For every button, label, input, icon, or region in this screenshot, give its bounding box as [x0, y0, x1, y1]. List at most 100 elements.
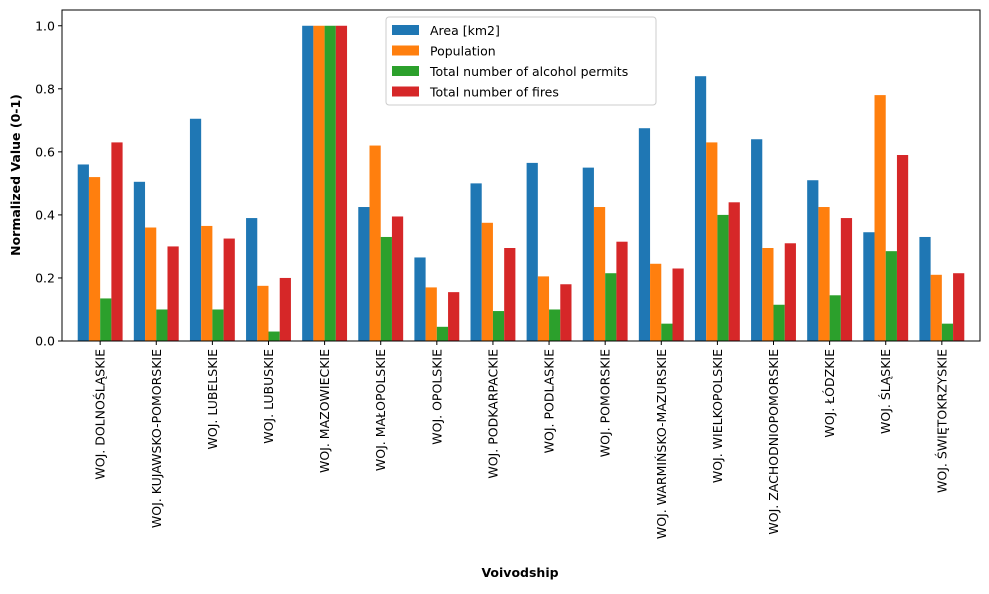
- bar: [616, 241, 628, 341]
- bar: [930, 274, 942, 341]
- bar: [111, 142, 123, 341]
- bars-layer: [77, 25, 965, 341]
- bar: [481, 222, 493, 341]
- x-tick-label: WOJ. WIELKOPOLSKIE: [710, 349, 725, 483]
- bar: [436, 326, 449, 341]
- x-tick-label: WOJ. MAŁOPOLSKIE: [373, 349, 388, 471]
- y-tick-label: 0.8: [35, 81, 55, 96]
- bar: [279, 277, 291, 341]
- bar: [807, 180, 819, 341]
- bar: [650, 263, 662, 341]
- legend-label: Total number of alcohol permits: [429, 64, 628, 79]
- bar: [773, 304, 785, 341]
- bar: [324, 25, 336, 341]
- bar: [661, 323, 673, 341]
- bar: [189, 118, 202, 341]
- bar: [302, 25, 314, 341]
- bar: [88, 177, 101, 341]
- legend: Area [km2] Population Total number of alco…: [385, 16, 657, 106]
- x-tick-label: WOJ. KUJAWSKO-POMORSKIE: [149, 349, 164, 528]
- bar: [593, 207, 606, 341]
- series-2-bars: [88, 25, 942, 341]
- legend-label: Total number of fires: [429, 85, 559, 100]
- legend-swatch: [392, 45, 419, 56]
- legend-frame: [385, 16, 657, 106]
- bar: [537, 276, 550, 341]
- series-1-bars: [77, 25, 931, 341]
- bar: [874, 95, 886, 341]
- y-tick-label: 1.0: [35, 18, 55, 33]
- bar: [380, 236, 392, 341]
- bar: [953, 273, 965, 341]
- axes-layer: 0.0 0.2 0.4 0.6 0.8 1.0 WOJ. DOLNOŚLĄSKIE WOJ. …: [35, 9, 981, 539]
- bar: [751, 139, 763, 341]
- bar: [504, 248, 516, 341]
- bar: [335, 25, 348, 341]
- bar: [492, 311, 505, 341]
- y-axis-title: Normalized Value (0-1): [8, 94, 23, 256]
- series-3-bars: [100, 25, 954, 341]
- y-tick-label: 0.6: [35, 144, 55, 159]
- bar: [672, 268, 684, 341]
- bar: [829, 295, 841, 341]
- bar: [77, 164, 89, 341]
- bar: [257, 285, 269, 341]
- legend-swatch: [392, 86, 419, 97]
- bar: [167, 246, 179, 341]
- bar: [448, 292, 460, 341]
- legend-label: Population: [430, 44, 496, 59]
- bar: [549, 309, 561, 341]
- bar: [784, 243, 796, 341]
- x-tick-label: WOJ. ZACHODNIOPOMORSKIE: [766, 349, 781, 535]
- bar: [582, 167, 594, 341]
- bar: [145, 227, 157, 341]
- x-tick-label: WOJ. ŚWIĘTOKRZYSKIE: [934, 349, 949, 493]
- legend-label: Area [km2]: [430, 23, 500, 38]
- bar: [896, 155, 909, 341]
- x-tick-label: WOJ. ŚLĄSKIE: [878, 349, 893, 434]
- bar: [156, 309, 168, 341]
- y-tick-label: 0.2: [35, 270, 55, 285]
- bar: [425, 287, 437, 341]
- bar: [717, 214, 729, 341]
- bar: [470, 183, 482, 341]
- x-tick-label: WOJ. LUBUSKIE: [261, 349, 276, 444]
- x-tick-label: WOJ. OPOLSKIE: [429, 349, 444, 445]
- bar: [818, 207, 830, 341]
- legend-swatch: [392, 66, 419, 76]
- bar: [706, 142, 718, 341]
- y-tick-label: 0.0: [35, 334, 55, 349]
- x-tick-label: WOJ. PODLASKIE: [542, 349, 557, 453]
- bar: [941, 323, 954, 341]
- bar: [358, 207, 370, 341]
- plot-frame: [61, 9, 981, 342]
- bar: [100, 298, 112, 341]
- bar: [414, 257, 426, 341]
- x-tick-label: WOJ. MAZOWIECKIE: [317, 349, 332, 473]
- legend-swatch: [392, 25, 419, 35]
- series-4-bars: [111, 25, 965, 341]
- x-axis-title: Voivodship: [481, 565, 558, 580]
- bar: [201, 225, 213, 341]
- x-tick-label: WOJ. WARMIŃSKO-MAZURSKIE: [654, 349, 669, 539]
- bar: [212, 309, 224, 341]
- bar: [638, 128, 651, 341]
- x-tick-label: WOJ. POMORSKIE: [598, 349, 613, 457]
- bar: [605, 273, 617, 341]
- bar: [526, 162, 538, 341]
- bar: [840, 218, 853, 341]
- bar: [919, 236, 931, 341]
- y-tick-label: 0.4: [35, 207, 55, 222]
- bar: [391, 216, 404, 341]
- x-tick-label: WOJ. DOLNOŚLĄSKIE: [93, 349, 108, 480]
- x-tick-label: WOJ. ŁÓDZKIE: [822, 349, 837, 438]
- bar: [223, 238, 235, 341]
- bar: [560, 284, 572, 341]
- bar: [268, 331, 280, 341]
- bar: [133, 181, 146, 341]
- bar: [694, 76, 707, 341]
- bar: [369, 145, 381, 341]
- bar: [762, 248, 774, 341]
